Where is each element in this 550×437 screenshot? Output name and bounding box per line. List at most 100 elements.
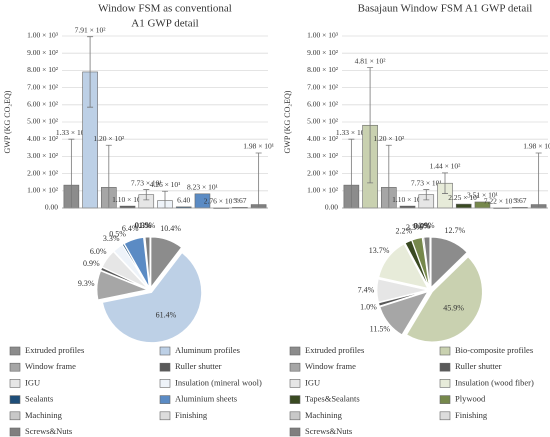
pie-slice <box>144 236 151 288</box>
legend-label: Tapes&Sealants <box>305 394 360 404</box>
pie-label: 45.9% <box>443 303 464 312</box>
legend-swatch <box>9 362 21 372</box>
y-tick-label: 0.00 <box>45 203 58 212</box>
y-tick-label: 7.00 × 10² <box>27 82 59 91</box>
pie-slice <box>406 256 483 343</box>
pie-label: 0.5% <box>109 230 126 239</box>
pie-slice <box>102 252 202 343</box>
y-tick-label: 1.00 × 10³ <box>307 31 339 40</box>
error-bar <box>255 152 262 209</box>
legend-label: Window frame <box>25 361 76 371</box>
y-tick-label: 4.00 × 10² <box>307 134 339 143</box>
legend-swatch <box>159 362 171 372</box>
legend-swatch <box>289 395 301 404</box>
value-label: 3.67 <box>233 196 246 205</box>
y-tick-label: 3.00 × 10² <box>307 151 339 160</box>
legend-label: Bio-composite profiles <box>455 345 533 355</box>
y-tick-label: 6.00 × 10² <box>307 100 339 109</box>
y-tick-label: 7.00 × 10² <box>307 82 339 91</box>
legend-swatch <box>9 395 21 404</box>
y-tick-label: 5.00 × 10² <box>307 117 339 126</box>
y-tick-label: 1.00 × 10² <box>27 186 59 195</box>
legend-label: IGU <box>25 377 40 387</box>
pie-slice <box>404 239 430 288</box>
legend-label: Plywood <box>455 394 486 404</box>
y-axis-label: GWP (KG CO₂EQ) <box>283 90 292 153</box>
legend-swatch <box>159 379 171 388</box>
legend-label: Finishing <box>455 410 488 420</box>
error-bar <box>87 36 94 108</box>
value-label: 7.73 × 10¹ <box>411 178 442 187</box>
legend-label: Machining <box>25 410 63 420</box>
value-label: 3.67 <box>513 196 526 205</box>
legend-label: Screws&Nuts <box>305 426 352 436</box>
pie-slice <box>378 290 428 307</box>
pie-label: 0.0% <box>134 221 151 230</box>
pie-label: 2.2% <box>396 226 413 235</box>
pie-slice <box>376 278 428 303</box>
legend-swatch <box>9 411 21 421</box>
value-label: 1.33 × 10² <box>56 128 88 137</box>
legend-swatch <box>439 346 451 356</box>
value-label: 7.73 × 10¹ <box>131 178 162 187</box>
value-label: 2.76 × 10⁻³ <box>204 197 240 206</box>
value-label: 7.91 × 10² <box>75 25 107 34</box>
pie-slice <box>150 236 182 289</box>
y-tick-label: 9.00 × 10² <box>307 48 339 57</box>
y-tick-label: 4.00 × 10² <box>27 134 59 143</box>
legend-label: Screws&Nuts <box>25 426 72 436</box>
legend-label: Insulation (mineral wool) <box>175 377 262 387</box>
legend-swatch <box>439 379 451 388</box>
y-tick-label: 2.00 × 10² <box>307 168 339 177</box>
value-label: 1.20 × 10² <box>373 134 405 143</box>
legend-label: Insulation (wood fiber) <box>455 377 534 387</box>
pie-slice <box>100 266 148 290</box>
legend-swatch <box>289 346 301 356</box>
legend-swatch <box>159 346 171 356</box>
legend-swatch <box>439 411 451 421</box>
pie-label: 0.3% <box>135 221 152 230</box>
legend-label: Ruller shutter <box>455 361 502 371</box>
error-bar <box>143 189 150 201</box>
legend-label: Aluminium sheets <box>175 394 237 404</box>
legend-label: Ruller shutter <box>175 361 222 371</box>
value-label: 4.81 × 10² <box>355 56 387 65</box>
legend-swatch <box>9 379 21 388</box>
chart-title: Basajaun Window FSM A1 GWP detail <box>358 3 533 15</box>
y-tick-label: 1.00 × 10² <box>307 186 339 195</box>
value-label: 4.26 × 10¹ <box>150 180 181 189</box>
error-bar <box>535 152 542 209</box>
legend-label: Machining <box>305 410 343 420</box>
legend-label: Aluminum profiles <box>175 345 240 355</box>
value-label: 1.44 × 10² <box>430 162 462 171</box>
y-tick-label: 8.00 × 10² <box>307 65 339 74</box>
chart-title: A1 GWP detail <box>131 18 198 30</box>
value-label: 3.51 × 10¹ <box>467 191 498 200</box>
pie-label: 0.9% <box>83 259 100 268</box>
pie-slice <box>123 237 150 288</box>
legend-swatch <box>439 395 451 404</box>
pie-label: 1.5% <box>139 221 156 230</box>
value-label: 1.98 × 10¹ <box>243 142 274 151</box>
pie-label: 6.0% <box>90 247 107 256</box>
error-bar <box>442 172 448 194</box>
legend-swatch <box>289 379 301 388</box>
pie-slice <box>121 243 149 288</box>
pie-label: 10.4% <box>160 224 181 233</box>
pie-label: 3.3% <box>103 234 120 243</box>
pie-label: 0.0% <box>414 221 431 230</box>
value-label: 1.98 × 10¹ <box>523 142 550 151</box>
y-tick-label: 3.00 × 10² <box>27 151 59 160</box>
value-label: 1.10 × 10¹ <box>112 195 143 204</box>
legend-swatch <box>289 411 301 421</box>
value-label: 6.40 <box>177 196 190 205</box>
value-label: 1.20 × 10² <box>93 134 125 143</box>
y-tick-label: 8.00 × 10² <box>27 65 59 74</box>
legend-swatch <box>159 395 171 404</box>
bar <box>455 203 472 209</box>
legend-label: IGU <box>305 377 320 387</box>
pie-label: 1.0% <box>360 302 377 311</box>
pie-slice <box>101 251 148 289</box>
legend-label: Window frame <box>305 361 356 371</box>
